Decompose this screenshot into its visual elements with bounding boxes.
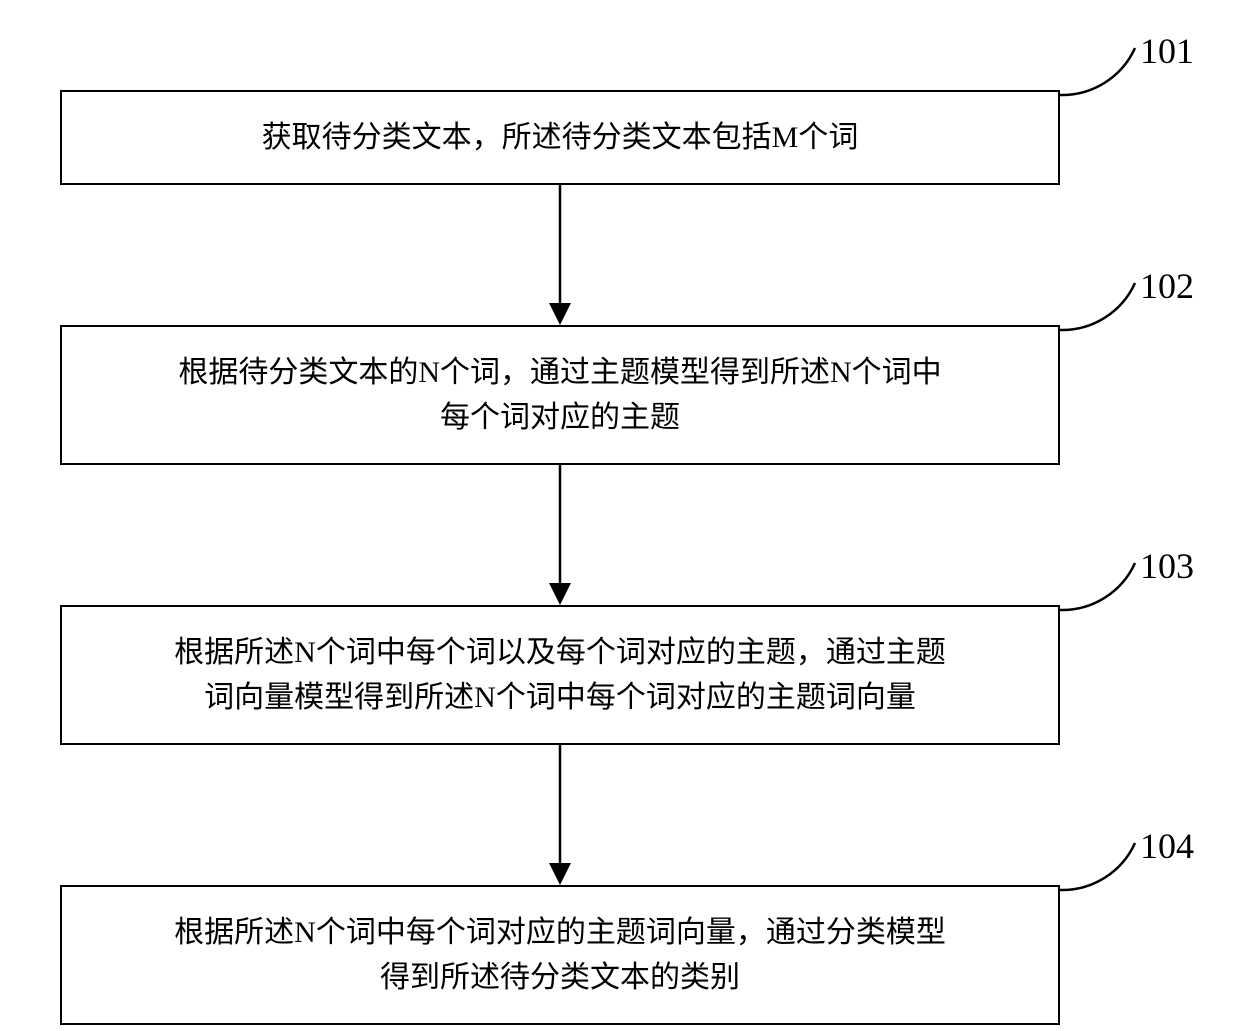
callout-curve-4 [1056, 839, 1139, 894]
callout-curve-3 [1056, 559, 1139, 614]
callout-curve-2 [1056, 279, 1139, 334]
flow-node-n104: 根据所述N个词中每个词对应的主题词向量，通过分类模型得到所述待分类文本的类别 [60, 885, 1060, 1025]
flow-node-n101: 获取待分类文本，所述待分类文本包括M个词 [60, 90, 1060, 185]
flow-node-text: 根据待分类文本的N个词，通过主题模型得到所述N个词中每个词对应的主题 [178, 350, 941, 440]
arrow-down-1 [549, 185, 571, 325]
step-label-104: 104 [1140, 825, 1194, 867]
flow-node-text: 获取待分类文本，所述待分类文本包括M个词 [262, 115, 859, 160]
step-label-102: 102 [1140, 265, 1194, 307]
flow-node-text: 根据所述N个词中每个词对应的主题词向量，通过分类模型得到所述待分类文本的类别 [174, 910, 946, 1000]
flow-node-text: 根据所述N个词中每个词以及每个词对应的主题，通过主题词向量模型得到所述N个词中每… [174, 630, 946, 720]
arrow-down-2 [549, 465, 571, 605]
step-label-101: 101 [1140, 30, 1194, 72]
callout-curve-1 [1056, 44, 1139, 99]
step-label-103: 103 [1140, 545, 1194, 587]
flow-node-n103: 根据所述N个词中每个词以及每个词对应的主题，通过主题词向量模型得到所述N个词中每… [60, 605, 1060, 745]
arrow-down-3 [549, 745, 571, 885]
flow-node-n102: 根据待分类文本的N个词，通过主题模型得到所述N个词中每个词对应的主题 [60, 325, 1060, 465]
